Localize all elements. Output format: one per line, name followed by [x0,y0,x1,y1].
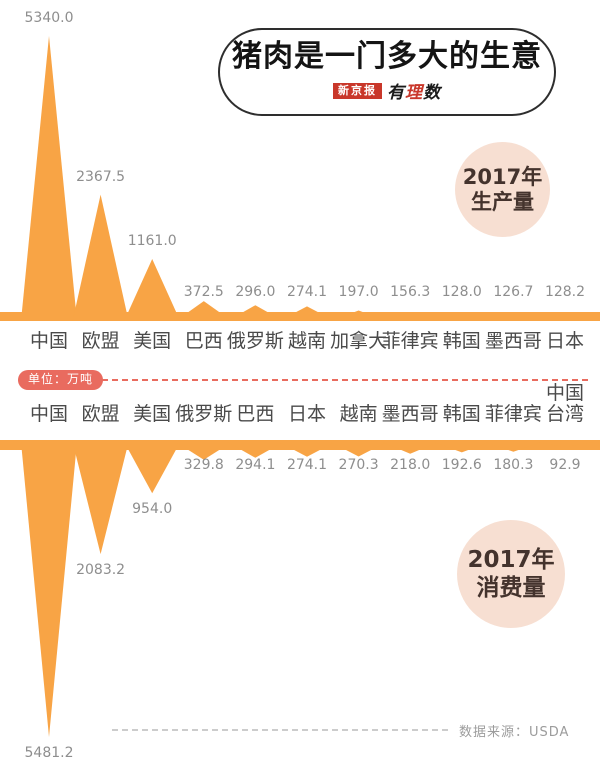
category-label: 韩国 [442,330,481,352]
peak-shape [227,442,284,458]
peak-shape [124,259,181,321]
category-label: 加拿大 [330,330,388,352]
value-label: 126.7 [493,284,534,300]
consumption-badge-line2: 消费量 [476,575,546,601]
peak-shape [382,442,439,454]
peak-shape [537,314,593,321]
category-label: 欧盟 [81,403,120,425]
category-label: 巴西 [236,403,275,425]
value-label: 5340.0 [24,10,74,26]
footer-dashed-line [112,729,448,731]
category-label: 巴西 [184,330,223,352]
peak-shape [382,312,439,321]
peak-shape [485,314,542,321]
category-label: 韩国 [442,403,481,425]
production-badge-line1: 2017年 [462,164,543,189]
category-label: 欧盟 [81,330,120,352]
category-label: 美国 [133,330,172,352]
category-label: 日本 [287,403,326,425]
value-label: 197.0 [338,284,379,300]
data-source: 数据来源：USDA [459,725,570,740]
peak-shape [72,442,129,555]
category-label: 墨西哥 [484,330,542,352]
value-label: 329.8 [183,457,224,473]
xinjingbao-logo: 新京报 [333,82,382,99]
value-label: 128.2 [544,284,586,300]
category-label: 俄罗斯 [175,403,233,425]
youlishu-logo: 有理数 [387,83,441,103]
category-label: 中国 [29,403,68,425]
consumption-badge-line1: 2017年 [467,547,555,573]
consumption-badge: 2017年 消费量 [457,520,565,628]
category-label: 越南 [287,330,326,352]
category-label: 中国 [29,330,68,352]
page-title: 猪肉是一门多大的生意 [232,39,542,74]
value-label: 5481.2 [24,745,74,761]
peak-shape [175,301,232,321]
peak-shape [485,442,542,452]
peak-shape [227,305,284,321]
peak-shape [72,194,129,321]
divider-dashed-line [102,379,588,381]
value-label: 156.3 [390,284,431,300]
production-badge-line2: 生产量 [471,189,534,214]
value-label: 192.6 [441,457,482,473]
value-label: 2083.2 [76,562,126,579]
production-badge: 2017年 生产量 [455,142,550,237]
peak-shape [175,442,232,460]
value-label: 372.5 [183,284,224,300]
category-label: 墨西哥 [381,403,439,425]
publisher-logo: 新京报 有理数 [333,78,441,103]
peak-shape [433,314,490,321]
value-label: 180.3 [493,457,534,473]
category-label: 菲律宾 [484,403,542,425]
value-label: 2367.5 [76,168,126,185]
peak-shape [21,36,77,321]
value-label: 296.0 [235,284,276,300]
category-label: 菲律宾 [381,330,439,352]
peak-shape [433,442,490,453]
peak-shape [21,442,77,737]
title-bubble: 猪肉是一门多大的生意 新京报 有理数 [218,28,556,116]
category-label: 美国 [133,403,172,425]
category-label: 日本 [545,330,584,352]
value-label: 128.0 [441,284,482,300]
peak-shape [279,306,335,321]
value-label: 294.1 [235,457,276,473]
category-label: 俄罗斯 [226,330,284,352]
category-label: 越南 [339,403,378,425]
peak-shape [330,442,387,457]
value-label: 1161.0 [127,233,177,250]
value-label: 218.0 [390,457,431,473]
peak-shape [124,442,181,494]
category-label: 中国 台湾 [545,382,584,425]
unit-pill: 单位：万吨 [18,370,104,390]
value-label: 274.1 [286,284,328,300]
peak-shape [330,310,387,321]
value-label: 954.0 [132,501,173,518]
value-label: 274.1 [286,457,328,473]
value-label: 270.3 [338,457,379,473]
peak-shape [537,442,593,447]
value-label: 92.9 [549,457,581,473]
peak-shape [279,442,335,457]
